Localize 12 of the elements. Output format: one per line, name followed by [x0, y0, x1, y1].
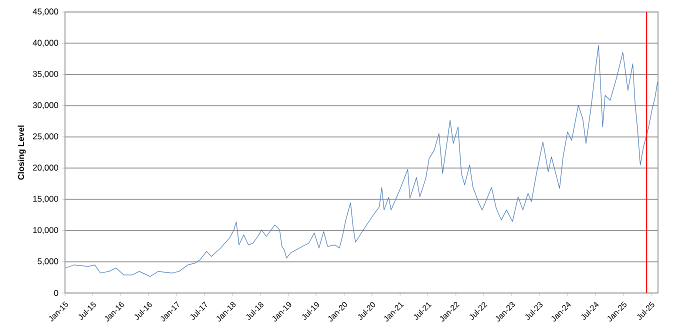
- y-tick-label: 45,000: [32, 8, 58, 16]
- line-series: [65, 45, 658, 277]
- y-tick-label: 10,000: [33, 227, 58, 234]
- y-axis-title: Closing Level: [18, 126, 26, 180]
- y-tick-label: 35,000: [32, 70, 58, 78]
- y-tick-label: 20,000: [33, 164, 58, 172]
- y-tick-label: 25,000: [33, 133, 58, 140]
- y-tick-label: 30,000: [32, 102, 58, 110]
- y-tick-label: 15,000: [33, 196, 58, 203]
- y-tick-label: 5,000: [38, 258, 58, 266]
- y-tick-label: 40,000: [32, 40, 58, 47]
- y-tick-label: 0: [54, 290, 58, 296]
